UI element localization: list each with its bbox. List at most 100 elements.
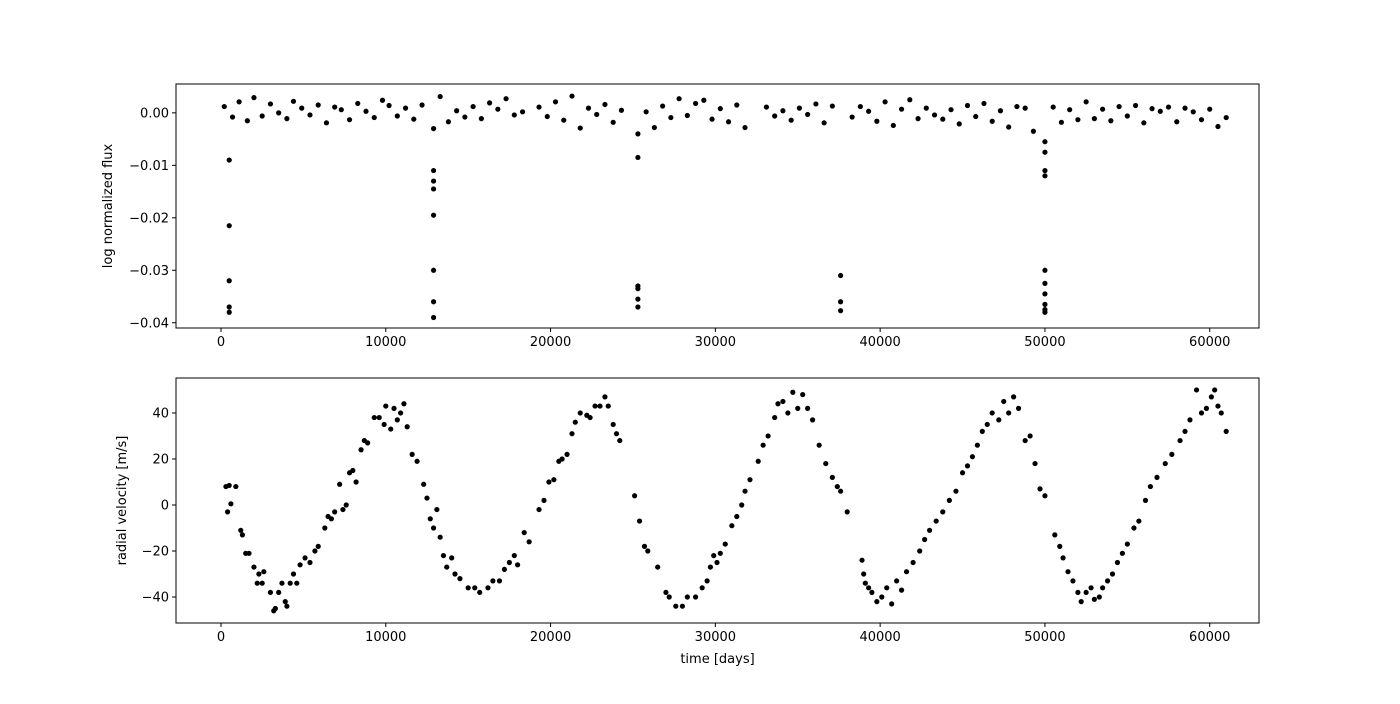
point — [796, 105, 803, 111]
point — [874, 599, 880, 605]
point — [449, 555, 455, 561]
point — [882, 99, 888, 105]
point — [267, 589, 274, 596]
point — [1174, 119, 1180, 125]
point — [391, 405, 397, 411]
point — [363, 108, 369, 114]
point — [577, 410, 583, 416]
point — [332, 509, 338, 515]
point — [1165, 104, 1172, 110]
point — [813, 101, 819, 107]
point — [931, 112, 938, 118]
point — [613, 431, 620, 437]
point — [717, 106, 723, 112]
point — [221, 103, 227, 110]
x-tick-label: 30000 — [695, 630, 736, 645]
point — [226, 223, 232, 229]
point — [849, 114, 855, 120]
point — [1157, 108, 1163, 114]
point — [511, 112, 517, 118]
point — [785, 410, 791, 416]
point — [1203, 405, 1210, 411]
point — [989, 118, 995, 124]
point — [371, 414, 377, 421]
x-tick-label: 0 — [217, 630, 225, 645]
point — [1091, 596, 1097, 602]
point — [1042, 291, 1048, 297]
point — [592, 403, 598, 409]
point — [795, 405, 801, 411]
point — [1136, 518, 1142, 524]
y-tick-label: 0 — [161, 498, 169, 513]
point — [917, 548, 923, 554]
point — [915, 116, 921, 122]
point — [401, 401, 407, 407]
point — [984, 421, 990, 428]
point — [379, 97, 386, 103]
point — [430, 314, 437, 321]
point — [926, 527, 933, 533]
point — [1042, 309, 1048, 315]
point — [837, 299, 844, 305]
point — [903, 569, 910, 575]
y-axis-label: log normalized flux — [101, 143, 116, 268]
point — [440, 552, 447, 559]
point — [1215, 123, 1221, 130]
point — [294, 580, 300, 586]
x-tick-label: 40000 — [859, 335, 900, 350]
point — [1223, 428, 1229, 434]
point — [890, 122, 896, 129]
point — [402, 105, 409, 111]
point — [666, 594, 672, 600]
point — [617, 437, 623, 444]
point — [462, 114, 468, 120]
point — [340, 506, 346, 513]
point — [1022, 437, 1028, 444]
point — [287, 580, 293, 586]
point — [734, 513, 740, 520]
point — [244, 118, 250, 124]
point — [707, 564, 714, 570]
point — [226, 157, 232, 163]
point — [760, 442, 766, 448]
point — [1058, 119, 1065, 125]
point — [470, 103, 476, 110]
point — [1218, 410, 1224, 416]
point — [1022, 105, 1028, 111]
point — [224, 509, 231, 515]
point — [635, 131, 641, 137]
point — [602, 394, 608, 400]
point — [874, 118, 880, 124]
point — [233, 483, 239, 490]
point — [660, 103, 666, 109]
point — [485, 585, 491, 591]
point — [1060, 555, 1066, 561]
point — [1131, 525, 1137, 531]
point — [1124, 113, 1130, 119]
point — [1042, 139, 1048, 145]
point — [953, 488, 959, 494]
point — [805, 405, 811, 411]
point — [602, 101, 608, 108]
x-tick-label: 20000 — [530, 630, 571, 645]
x-tick-label: 0 — [217, 335, 225, 350]
x-tick-label: 50000 — [1024, 335, 1065, 350]
point — [704, 578, 710, 584]
point — [922, 536, 928, 543]
point — [564, 451, 570, 457]
point — [1015, 405, 1022, 411]
point — [421, 481, 427, 487]
y-axis-label: radial velocity [m/s] — [115, 436, 130, 566]
point — [643, 109, 649, 115]
point — [763, 104, 770, 110]
point — [663, 589, 669, 596]
point — [898, 587, 905, 593]
point — [989, 410, 995, 416]
point — [1091, 116, 1097, 122]
point — [699, 585, 705, 591]
point — [1100, 106, 1106, 112]
point — [1208, 394, 1214, 400]
point — [861, 571, 867, 577]
